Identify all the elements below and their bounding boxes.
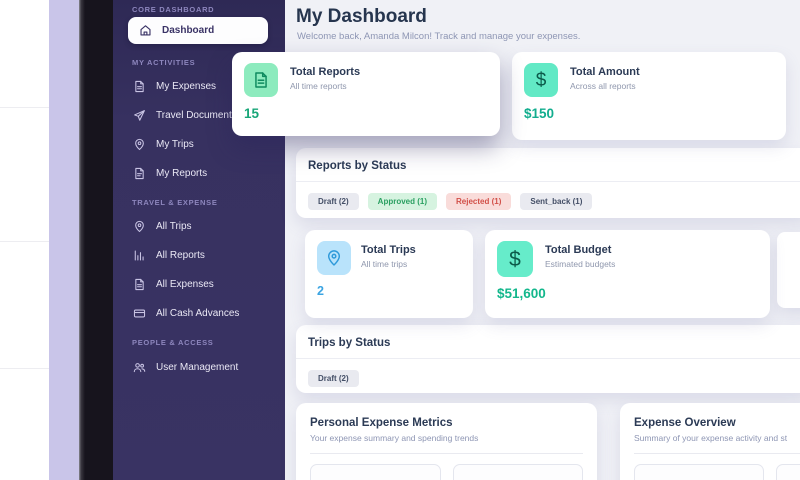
credit-card-icon <box>133 307 146 320</box>
map-pin-icon <box>317 241 351 275</box>
sidebar-item-label: User Management <box>156 362 239 373</box>
personal-expense-metrics-card: Personal Expense Metrics Your expense su… <box>296 403 597 480</box>
sidebar-section-travel-expense: TRAVEL & EXPENSE <box>132 198 218 207</box>
bar-chart-icon <box>133 249 146 262</box>
stat-card-total-trips: Total Trips All time trips 2 <box>305 230 473 318</box>
dollar-icon: $ <box>524 63 558 97</box>
stat-card-total-amount: $ Total Amount Across all reports $150 <box>512 52 786 140</box>
sidebar-section-my-activities: MY ACTIVITIES <box>132 58 196 67</box>
sidebar-item-dashboard[interactable]: Dashboard <box>128 17 268 44</box>
sidebar-section-core-dashboard: CORE DASHBOARD <box>132 5 215 14</box>
section-title: Reports by Status <box>308 160 407 172</box>
document-icon <box>244 63 278 97</box>
stat-value: 15 <box>244 106 260 121</box>
reports-by-status-card: Reports by Status Draft (2) Approved (1)… <box>296 148 800 218</box>
sidebar-item-label: All Trips <box>156 221 192 232</box>
sidebar-section-people-access: PEOPLE & ACCESS <box>132 338 214 347</box>
status-badge-rejected[interactable]: Rejected (1) <box>446 193 512 210</box>
panel-subtitle: Your expense summary and spending trends <box>310 433 479 443</box>
panel-title: Personal Expense Metrics <box>310 417 453 429</box>
stat-card-total-budget: $ Total Budget Estimated budgets $51,600 <box>485 230 770 318</box>
sidebar-item-label: All Expenses <box>156 279 214 290</box>
document-icon <box>133 278 146 291</box>
plane-icon <box>133 109 146 122</box>
metric-box <box>310 464 441 480</box>
metric-box <box>452 464 583 480</box>
background-page <box>0 0 49 480</box>
sidebar-item-user-management[interactable]: User Management <box>133 360 238 375</box>
sidebar-item-label: My Reports <box>156 168 208 179</box>
sidebar-item-all-cash-advances[interactable]: All Cash Advances <box>133 306 239 321</box>
sidebar-item-my-expenses[interactable]: My Expenses <box>133 79 216 94</box>
sidebar-item-travel-documents[interactable]: Travel Documents <box>133 108 237 123</box>
lavender-accent-strip <box>49 0 79 480</box>
stat-title: Total Reports <box>290 66 361 78</box>
divider <box>296 181 800 182</box>
stat-title: Total Trips <box>361 244 416 256</box>
status-badge-draft[interactable]: Draft (2) <box>308 370 359 387</box>
stat-value: $51,600 <box>497 286 546 301</box>
status-badge-draft[interactable]: Draft (2) <box>308 193 359 210</box>
stat-title: Total Budget <box>545 244 612 256</box>
sidebar-item-my-trips[interactable]: My Trips <box>133 137 194 152</box>
stat-card-total-reports: Total Reports All time reports 15 <box>232 52 500 136</box>
panel-subtitle: Summary of your expense activity and st <box>634 433 788 443</box>
dollar-icon: $ <box>497 241 533 277</box>
stat-value: 2 <box>317 284 324 298</box>
divider <box>310 453 583 454</box>
stat-subtitle: All time reports <box>290 81 347 91</box>
metric-box <box>776 464 800 480</box>
stat-value: $150 <box>524 106 555 121</box>
divider <box>634 453 800 454</box>
stat-subtitle: All time trips <box>361 259 408 269</box>
map-pin-icon <box>133 138 146 151</box>
map-pin-icon <box>133 220 146 233</box>
home-icon <box>139 24 152 37</box>
sidebar-item-label: All Reports <box>156 250 205 261</box>
page-title: My Dashboard <box>296 6 427 27</box>
status-badge-approved[interactable]: Approved (1) <box>367 193 438 210</box>
panel-title: Expense Overview <box>634 417 736 429</box>
stat-subtitle: Estimated budgets <box>545 259 616 269</box>
document-icon <box>133 167 146 180</box>
sidebar-item-label: All Cash Advances <box>156 308 240 319</box>
status-badge-sent-back[interactable]: Sent_back (1) <box>520 193 593 210</box>
sidebar-item-my-reports[interactable]: My Reports <box>133 166 207 181</box>
trips-by-status-card: Trips by Status Draft (2) <box>296 325 800 393</box>
sidebar-item-label: My Expenses <box>156 81 217 92</box>
sidebar-item-label: Travel Documents <box>156 110 237 121</box>
sidebar-item-all-reports[interactable]: All Reports <box>133 248 205 263</box>
expense-overview-card: Expense Overview Summary of your expense… <box>620 403 800 480</box>
device-bezel <box>79 0 113 480</box>
metric-box <box>634 464 764 480</box>
divider <box>296 358 800 359</box>
sidebar-item-label: Dashboard <box>162 25 215 36</box>
sidebar-item-all-expenses[interactable]: All Expenses <box>133 277 214 292</box>
stat-title: Total Amount <box>570 66 640 78</box>
sidebar-item-label: My Trips <box>156 139 194 150</box>
section-title: Trips by Status <box>308 337 391 349</box>
cut-off-card-fragment <box>777 232 800 308</box>
page-subtitle: Welcome back, Amanda Milcon! Track and m… <box>297 31 581 42</box>
stat-subtitle: Across all reports <box>570 81 636 91</box>
receipt-icon <box>133 80 146 93</box>
users-icon <box>133 361 146 374</box>
sidebar-item-all-trips[interactable]: All Trips <box>133 219 192 234</box>
